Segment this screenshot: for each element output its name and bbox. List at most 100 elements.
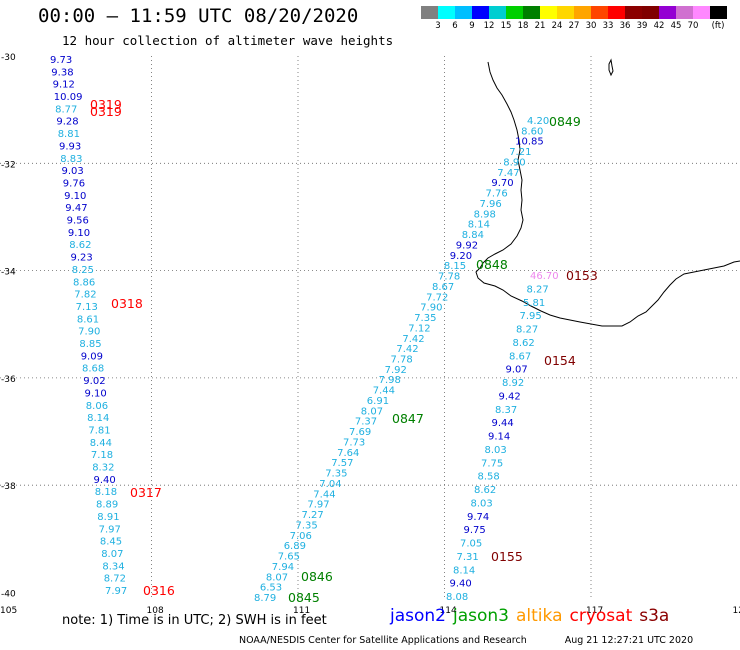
color-scale-tick-label: 12 <box>483 21 495 31</box>
wave-height-value: 10.09 <box>54 92 83 103</box>
wave-height-value: 7.42 <box>396 344 418 355</box>
generated-timestamp: Aug 21 12:27:21 UTC 2020 <box>564 635 694 646</box>
wave-height-value: 9.09 <box>81 351 103 362</box>
wave-height-value: 9.12 <box>53 80 75 91</box>
satellite-legend-item: jason2 <box>390 606 446 626</box>
wave-height-value: 8.81 <box>58 129 80 140</box>
pass-time-label: 0153 <box>566 268 598 283</box>
longitude-label: 111 <box>293 606 310 616</box>
wave-height-value: 8.60 <box>521 126 543 137</box>
wave-height-value: 9.40 <box>94 475 116 486</box>
wave-height-value: 8.03 <box>471 498 493 509</box>
wave-height-value: 9.02 <box>83 376 105 387</box>
credit-line: NOAA/NESDIS Center for Satellite Applica… <box>239 635 693 646</box>
wave-height-value: 9.10 <box>68 228 90 239</box>
wave-height-value: 9.76 <box>63 179 85 190</box>
wave-height-value: 7.96 <box>480 199 502 210</box>
pass-time-label: 0847 <box>392 411 424 426</box>
longitude-label: 108 <box>147 606 164 616</box>
wave-height-value: 7.65 <box>278 552 300 563</box>
color-scale-tick-label: 27 <box>568 21 580 31</box>
wave-height-value: 8.89 <box>96 500 118 511</box>
longitude-label: 105 <box>0 606 17 616</box>
wave-height-value: 7.47 <box>497 168 519 179</box>
wave-height-value: 9.40 <box>450 579 472 590</box>
coastline <box>475 58 740 327</box>
wave-height-value: 8.77 <box>55 104 77 115</box>
wave-height-value: 7.13 <box>76 302 98 313</box>
wave-height-value: 8.37 <box>495 405 517 416</box>
wave-height-value: 7.31 <box>457 552 479 563</box>
color-scale-tick-label: 33 <box>602 21 614 31</box>
wave-height-value: 6.53 <box>260 583 282 594</box>
wave-height-value: 8.98 <box>474 209 496 220</box>
latitude-label: -38 <box>1 482 16 492</box>
color-scale-tick-label: 42 <box>653 21 665 31</box>
color-swatch <box>693 6 710 19</box>
wave-height-value: 9.14 <box>488 432 510 443</box>
wave-height-value: 9.07 <box>506 365 528 376</box>
wave-height-value: 9.10 <box>85 388 107 399</box>
wave-height-value: 4.20 <box>527 116 549 127</box>
wave-height-value: 7.12 <box>408 323 430 334</box>
color-scale-tick-label: 24 <box>551 21 563 31</box>
wave-height-value: 7.81 <box>88 426 110 437</box>
color-scale-tick-label: 6 <box>452 21 458 31</box>
wave-height-value: 8.14 <box>87 413 109 424</box>
color-scale-tick-label: 15 <box>500 21 512 31</box>
wave-height-value: 8.07 <box>361 406 383 417</box>
color-scale-tick-label: 9 <box>469 21 475 31</box>
wave-height-value: 9.75 <box>464 525 486 536</box>
wave-height-value: 8.84 <box>462 230 484 241</box>
color-scale-tick-label: 36 <box>619 21 631 31</box>
wave-height-value: 7.95 <box>520 311 542 322</box>
wave-height-value: 8.32 <box>92 463 114 474</box>
color-swatch <box>608 6 625 19</box>
wave-height-value: 7.72 <box>426 292 448 303</box>
wave-height-value: 7.75 <box>481 458 503 469</box>
coastline-north-fragment <box>608 58 614 77</box>
pass-time-label: 0849 <box>549 114 581 129</box>
wave-height-value: 9.47 <box>65 203 87 214</box>
pass-time-label: 0155 <box>491 549 523 564</box>
wave-height-value: 7.04 <box>319 479 341 490</box>
wave-height-value: 8.86 <box>73 277 95 288</box>
pass-time-label: 0318 <box>111 296 143 311</box>
color-swatch <box>591 6 608 19</box>
wave-height-value: 8.62 <box>513 338 535 349</box>
pass-time-label: 0154 <box>544 353 576 368</box>
wave-height-value: 7.73 <box>343 438 365 449</box>
color-scale-tick-label: 30 <box>585 21 597 31</box>
color-swatch <box>438 6 455 19</box>
pass-time-label: 0319 <box>90 104 122 119</box>
satellite-legend-item: cryosat <box>569 606 633 626</box>
wave-height-value: 8.14 <box>453 565 475 576</box>
color-scale-swatches <box>421 6 740 19</box>
wave-height-value: 7.98 <box>379 375 401 386</box>
wave-height-value: 8.25 <box>72 265 94 276</box>
color-swatch <box>659 6 676 19</box>
wave-height-value: 9.23 <box>71 253 93 264</box>
color-scale-legend: 3 6 9 12 15 18 21 24 27 30 33 36 39 42 45 70 (ft) <box>421 6 740 31</box>
pass-time-label: 0845 <box>288 590 320 605</box>
wave-height-value: 8.68 <box>82 364 104 375</box>
wave-height-value: 7.97 <box>307 500 329 511</box>
wave-height-value: 7.94 <box>272 562 294 573</box>
wave-height-value: 6.91 <box>367 396 389 407</box>
latitude-label: -30 <box>1 53 16 63</box>
wave-height-value: 8.03 <box>485 445 507 456</box>
color-swatch <box>455 6 472 19</box>
wave-height-value: 8.61 <box>77 314 99 325</box>
map-grid: 105 108 111 114 117 120 -30 -32 -34 -36 -38 -40 <box>0 53 740 616</box>
wave-height-value: 8.79 <box>254 593 276 604</box>
wave-height-value: 7.44 <box>373 386 395 397</box>
color-swatch <box>642 6 659 19</box>
wave-height-value: 9.10 <box>64 191 86 202</box>
satellite-legend-item: jason3 <box>453 606 509 626</box>
color-scale-tick-label: 70 <box>687 21 699 31</box>
wave-height-value: 8.85 <box>79 339 101 350</box>
satellite-legend-item: altika <box>516 606 563 626</box>
wave-height-value: 8.18 <box>95 487 117 498</box>
color-scale-unit: (ft) <box>711 21 725 31</box>
